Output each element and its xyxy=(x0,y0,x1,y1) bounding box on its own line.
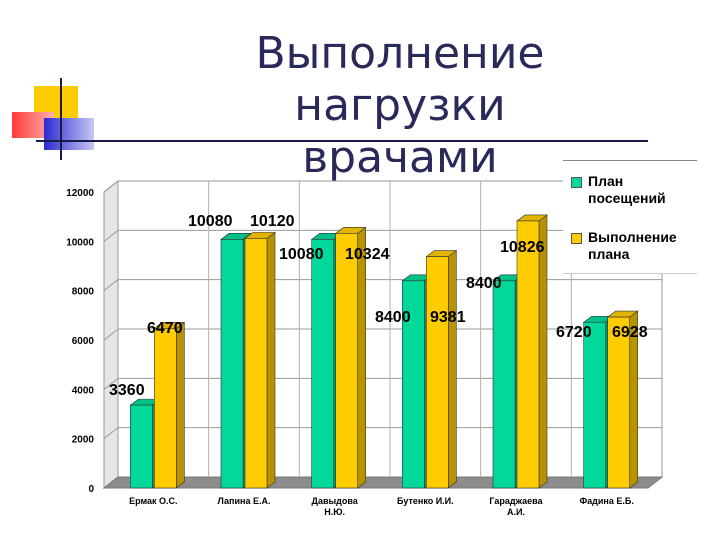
legend-swatch-done xyxy=(571,233,582,244)
category-label: Фадина Е.Б. xyxy=(579,496,633,506)
bar-side-done xyxy=(357,226,366,489)
bar-plan xyxy=(130,404,153,489)
data-label-done: 6470 xyxy=(147,320,183,337)
data-label-plan: 3360 xyxy=(109,382,145,399)
plot-floor xyxy=(102,476,664,489)
bar-done xyxy=(516,220,540,489)
data-label-done: 10324 xyxy=(345,246,390,263)
slide-title-line1: Выполнение нагрузки xyxy=(255,28,545,131)
data-label-done: 10826 xyxy=(500,239,545,256)
bar-done xyxy=(244,238,268,489)
bar-done xyxy=(607,316,630,489)
y-tick-label: 6000 xyxy=(72,336,95,347)
category-label: Ермак О.С. xyxy=(129,496,177,506)
bar-done xyxy=(335,233,358,489)
bar-plan xyxy=(220,239,244,489)
y-tick-label: 12000 xyxy=(66,188,94,199)
bar-side-done xyxy=(448,250,457,489)
bar-done xyxy=(154,328,177,489)
slide-title: Выполнение нагрузки врачами xyxy=(150,28,650,184)
legend-swatch-plan xyxy=(571,177,582,188)
chart-legend: План посещений Выполнение плана xyxy=(563,160,697,274)
bar-plan xyxy=(311,239,334,489)
data-label-plan: 6720 xyxy=(556,324,592,341)
decor-blue-square xyxy=(44,118,94,150)
data-label-plan: 10080 xyxy=(188,213,233,230)
data-label-done: 9381 xyxy=(430,309,466,326)
y-tick-label: 4000 xyxy=(72,385,95,396)
category-label: А.И. xyxy=(507,507,525,517)
y-tick-label: 2000 xyxy=(72,435,95,446)
category-label: Гараджаева xyxy=(489,496,543,506)
data-label-done: 6928 xyxy=(612,324,648,341)
decor-horizontal-line xyxy=(36,140,648,142)
data-label-done: 10120 xyxy=(250,213,295,230)
bar-plan xyxy=(402,280,425,489)
y-tick-label: 10000 xyxy=(66,237,94,248)
legend-label-done: Выполнение плана xyxy=(588,229,677,262)
data-label-plan: 8400 xyxy=(466,275,502,292)
y-tick-label: 8000 xyxy=(72,287,95,298)
data-label-plan: 8400 xyxy=(375,309,411,326)
y-tick-label: 0 xyxy=(88,484,94,495)
bar-side-done xyxy=(266,231,276,489)
slide-title-line2: врачами xyxy=(302,132,498,183)
bar-plan xyxy=(492,280,516,489)
bar-done xyxy=(426,256,449,489)
bar-side-done xyxy=(176,321,185,489)
legend-label-plan: План посещений xyxy=(588,173,666,206)
decor-vertical-line xyxy=(60,78,62,160)
legend-item-plan: План посещений xyxy=(571,173,698,207)
data-label-plan: 10080 xyxy=(279,246,324,263)
bar-plan xyxy=(583,321,606,489)
category-label: Бутенко И.И. xyxy=(397,496,454,506)
category-label: Н.Ю. xyxy=(324,507,345,517)
category-label: Давыдова xyxy=(312,496,359,506)
legend-item-done: Выполнение плана xyxy=(571,229,698,263)
category-label: Лапина Е.А. xyxy=(218,496,271,506)
